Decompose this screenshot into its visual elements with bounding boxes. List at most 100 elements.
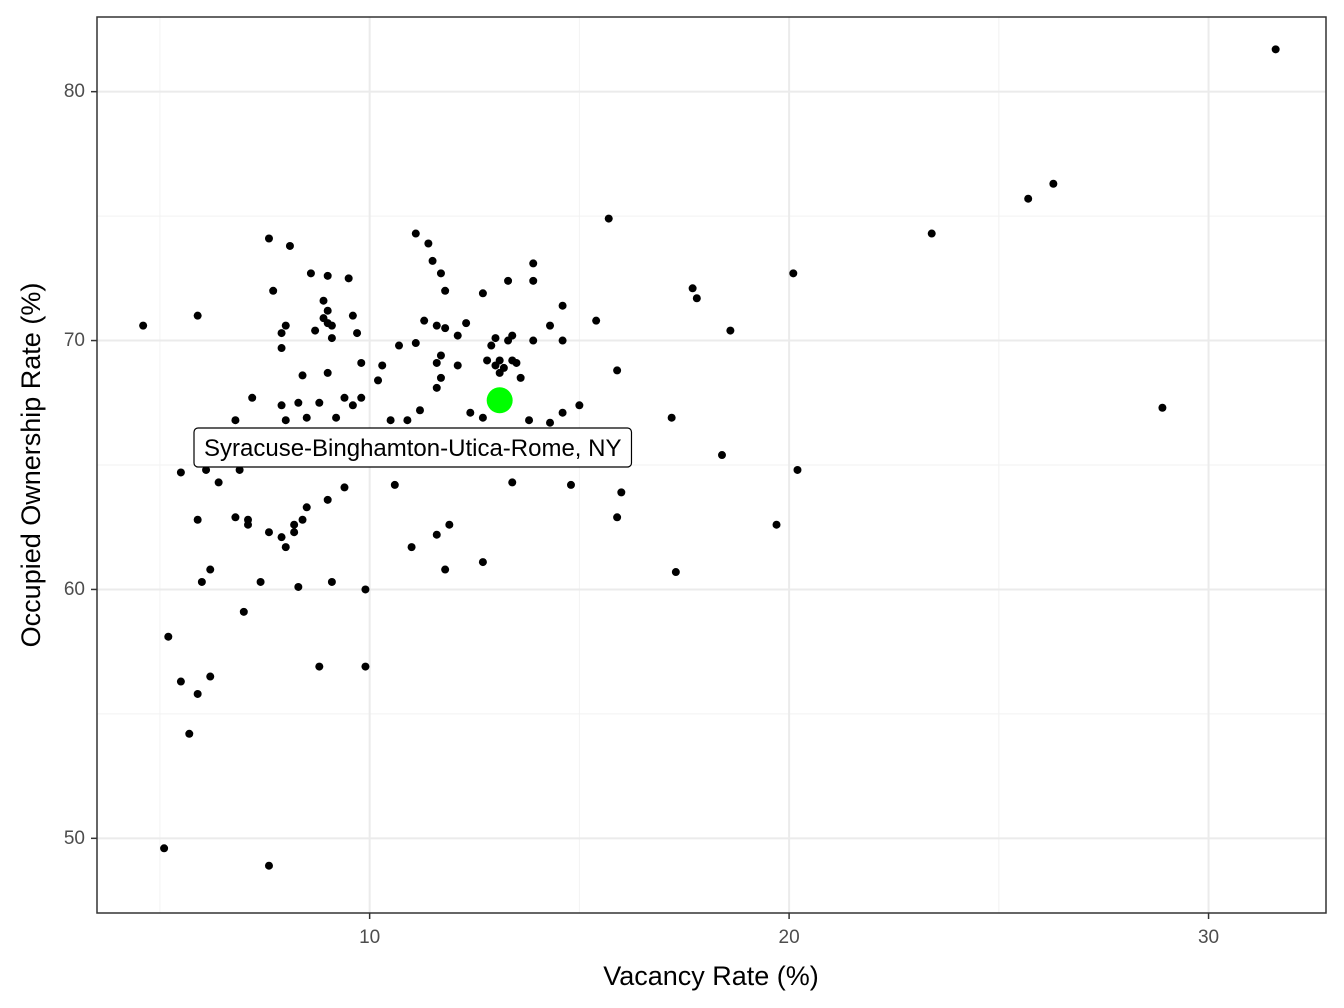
y-tick-label: 80	[64, 81, 85, 102]
data-point	[315, 662, 324, 671]
data-point	[214, 478, 223, 487]
data-point	[793, 465, 802, 474]
data-point	[185, 729, 194, 738]
data-point	[281, 543, 290, 552]
data-point	[395, 341, 404, 350]
data-point	[529, 259, 538, 268]
data-point	[432, 358, 441, 367]
data-point	[478, 413, 487, 422]
data-point	[436, 269, 445, 278]
data-point	[202, 465, 211, 474]
data-point	[512, 358, 521, 367]
data-point	[160, 844, 169, 853]
highlighted-point	[486, 387, 513, 414]
data-point	[269, 286, 278, 295]
data-point	[277, 533, 286, 542]
data-point	[323, 368, 332, 377]
data-point	[529, 336, 538, 345]
data-point	[415, 406, 424, 415]
data-point	[441, 324, 450, 333]
data-point	[294, 398, 303, 407]
data-point	[353, 329, 362, 338]
data-point	[411, 229, 420, 238]
data-point	[617, 488, 626, 497]
data-point	[206, 565, 215, 574]
y-tick-label: 50	[64, 828, 85, 849]
data-point	[374, 376, 383, 385]
data-point	[453, 361, 462, 370]
data-point	[277, 401, 286, 410]
data-point	[516, 373, 525, 382]
data-point	[327, 321, 336, 330]
data-point	[441, 286, 450, 295]
data-point	[407, 543, 416, 552]
data-point	[264, 234, 273, 243]
data-point	[285, 241, 294, 250]
data-point	[193, 515, 202, 524]
data-point	[164, 632, 173, 641]
data-point	[361, 585, 370, 594]
data-point	[441, 565, 450, 574]
data-point	[529, 276, 538, 285]
data-point	[411, 339, 420, 348]
x-axis-ticks: 10 20 30	[359, 913, 1219, 948]
data-point	[726, 326, 735, 335]
data-point	[306, 269, 315, 278]
data-point	[340, 393, 349, 402]
data-point	[323, 271, 332, 280]
data-point	[424, 239, 433, 248]
data-point	[235, 465, 244, 474]
data-point	[772, 520, 781, 529]
data-point	[927, 229, 936, 238]
data-point	[420, 316, 429, 325]
data-point	[244, 515, 253, 524]
data-point	[298, 515, 307, 524]
data-point	[344, 274, 353, 283]
data-point	[671, 568, 680, 577]
data-point	[436, 351, 445, 360]
data-point	[294, 582, 303, 591]
data-point	[436, 373, 445, 382]
y-tick-label: 70	[64, 330, 85, 351]
data-point	[332, 413, 341, 422]
y-axis-title: Occupied Ownership Rate (%)	[16, 283, 46, 648]
data-point	[478, 289, 487, 298]
data-point	[1049, 179, 1058, 188]
data-point	[290, 520, 299, 529]
x-axis-title: Vacancy Rate (%)	[603, 961, 819, 991]
data-point	[508, 331, 517, 340]
data-point	[277, 329, 286, 338]
data-point	[193, 311, 202, 320]
y-axis-ticks: 50 60 70 80	[64, 81, 97, 849]
data-point	[357, 358, 366, 367]
data-point	[491, 334, 500, 343]
data-point	[546, 321, 555, 330]
data-point	[667, 413, 676, 422]
data-point	[592, 316, 601, 325]
data-point	[445, 520, 454, 529]
data-point	[1024, 194, 1033, 203]
data-point	[340, 483, 349, 492]
data-point	[197, 577, 206, 586]
data-point	[428, 256, 437, 265]
x-tick-label: 10	[359, 927, 380, 948]
data-point	[558, 301, 567, 310]
data-point	[348, 401, 357, 410]
data-point	[315, 398, 324, 407]
data-point	[432, 530, 441, 539]
data-point	[361, 662, 370, 671]
data-point	[789, 269, 798, 278]
data-point	[495, 356, 504, 365]
data-point	[604, 214, 613, 223]
data-point	[546, 418, 555, 427]
data-point	[613, 366, 622, 375]
data-point	[193, 689, 202, 698]
data-point	[403, 416, 412, 425]
data-point	[378, 361, 387, 370]
data-point	[302, 503, 311, 512]
data-point	[256, 577, 265, 586]
data-point	[323, 495, 332, 504]
x-tick-label: 30	[1198, 927, 1219, 948]
data-point	[281, 321, 290, 330]
